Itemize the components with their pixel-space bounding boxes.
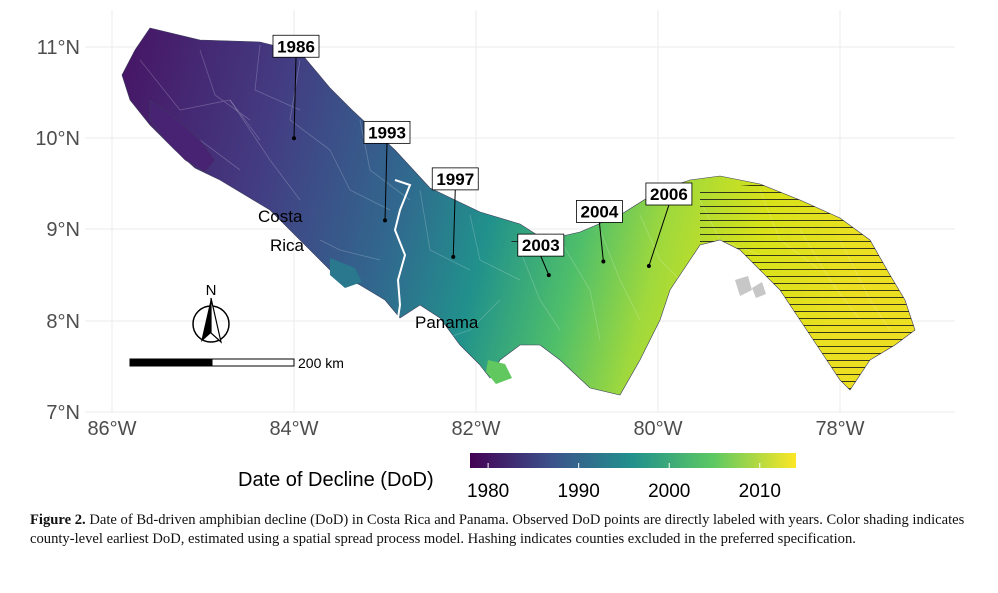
scale-bar-label: 200 km [298, 355, 344, 371]
legend-title: Date of Decline (DoD) [238, 469, 434, 491]
lon-tick-label: 84°W [269, 418, 318, 440]
lat-tick-label: 11°N [37, 37, 80, 59]
dod-point-marker [546, 273, 551, 278]
dod-point-leader-line [540, 255, 550, 276]
lon-tick-label: 82°W [451, 418, 500, 440]
dod-point-leader-line [598, 222, 604, 262]
dod-year-label: 1993 [368, 123, 406, 142]
scale-bar: 200 km [129, 355, 344, 371]
country-label-panama: Panama [415, 313, 479, 332]
lon-tick-label: 78°W [815, 418, 864, 440]
dod-year-label-box [517, 233, 565, 257]
lat-tick-label: 10°N [35, 128, 80, 150]
lat-tick-label: 9°N [46, 219, 80, 241]
dod-year-label: 2003 [522, 236, 560, 255]
legend-colorbar [470, 453, 796, 468]
dod-year-label-box [272, 34, 320, 58]
dod-point-marker [383, 218, 387, 223]
legend-tick-label: 2010 [739, 481, 781, 502]
dod-point-marker [646, 264, 651, 268]
dod-year-label: 1986 [277, 37, 315, 56]
figure-caption: Figure 2. Date of Bd-driven amphibian de… [30, 511, 965, 549]
north-arrow-label: N [206, 282, 217, 299]
legend-tick-label: 2000 [648, 481, 690, 502]
lon-tick-label: 80°W [633, 418, 682, 440]
legend-ticks: 1980 1990 2000 2010 [467, 463, 781, 502]
dod-point-leader-line [648, 204, 670, 267]
caption-label: Figure 2. [30, 512, 86, 528]
dod-year-label-box [363, 120, 411, 144]
longitude-axis: 86°W 84°W 82°W 80°W 78°W [87, 418, 864, 440]
north-arrow-icon: N [192, 282, 230, 344]
lat-tick-label: 7°N [46, 402, 80, 424]
lat-tick-label: 8°N [46, 311, 80, 333]
lon-tick-label: 86°W [87, 418, 136, 440]
dod-point-leader-line [384, 143, 388, 221]
dod-point-marker [451, 254, 456, 259]
dod-year-label-box [576, 200, 623, 223]
dod-year-label-box [645, 182, 693, 206]
country-label-rica: Rica [270, 236, 305, 255]
legend-tick-label: 1990 [558, 481, 600, 502]
dod-year-label: 2004 [580, 202, 618, 221]
dod-year-label: 2006 [650, 185, 688, 204]
dod-point-leader-line [452, 189, 456, 257]
dod-year-label: 1997 [436, 170, 474, 189]
country-label-costa: Costa [258, 207, 303, 226]
costa-rica-panama-landmass [121, 27, 916, 396]
color-legend: Date of Decline (DoD) 1980 1990 2000 2010 [238, 453, 796, 502]
legend-tick-label: 1980 [467, 481, 509, 502]
dod-point-marker [601, 259, 606, 264]
dod-year-label-box [431, 167, 479, 191]
dod-point-marker [292, 136, 296, 141]
observed-dod-points: 1986 1993 1997 2003 2004 2006 [272, 34, 693, 278]
latitude-axis: 11°N 10°N 9°N 8°N 7°N [35, 37, 80, 424]
dod-point-leader-line [293, 57, 297, 139]
caption-text: Date of Bd-driven amphibian decline (DoD… [30, 512, 965, 547]
